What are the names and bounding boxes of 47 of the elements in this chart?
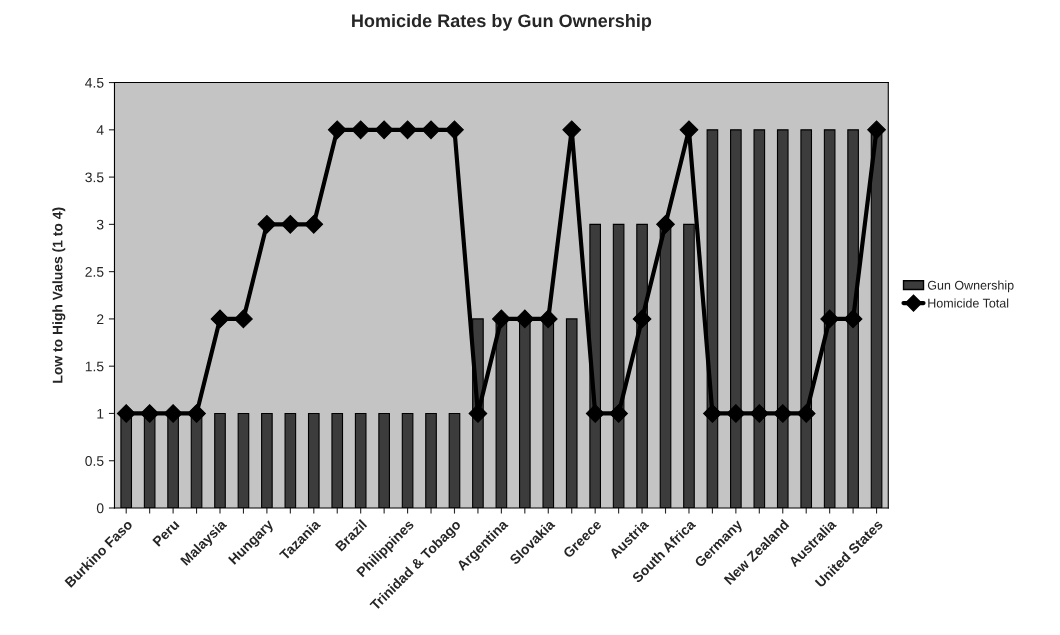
point bbox=[656, 215, 675, 234]
y-tick-label: 1.5 bbox=[85, 361, 104, 372]
point bbox=[421, 120, 441, 140]
point bbox=[515, 309, 535, 329]
y-tick-label: 3 bbox=[96, 219, 104, 230]
point bbox=[280, 215, 300, 234]
point bbox=[374, 120, 394, 140]
point bbox=[257, 215, 277, 234]
point bbox=[492, 309, 511, 329]
y-axis-title: Low to High Values (1 to 4) bbox=[52, 207, 66, 383]
point bbox=[867, 120, 886, 140]
point bbox=[609, 404, 628, 423]
y-tick-label: 1 bbox=[97, 408, 104, 419]
point bbox=[234, 309, 253, 329]
chart-title: Homicide Rates by Gun Ownership bbox=[352, 13, 652, 31]
point bbox=[116, 404, 136, 423]
point bbox=[351, 120, 371, 140]
y-tick-label: 2 bbox=[97, 314, 104, 324]
point bbox=[140, 404, 160, 423]
point bbox=[210, 309, 230, 329]
point bbox=[843, 309, 863, 329]
y-tick-label: 4.5 bbox=[85, 78, 104, 88]
y-tick-label: 0.5 bbox=[85, 456, 104, 466]
y-tick-label: 3.5 bbox=[85, 172, 104, 183]
point bbox=[585, 404, 605, 423]
point bbox=[773, 404, 793, 423]
legend-label: Homicide Total bbox=[928, 298, 1009, 308]
point bbox=[820, 309, 840, 329]
point bbox=[703, 404, 722, 423]
point bbox=[163, 404, 183, 423]
point bbox=[679, 120, 699, 140]
point bbox=[562, 120, 582, 140]
point bbox=[726, 404, 746, 423]
point bbox=[632, 309, 652, 329]
point bbox=[538, 309, 558, 329]
point bbox=[398, 120, 417, 140]
point bbox=[796, 404, 816, 423]
y-tick-label: 4 bbox=[96, 125, 104, 135]
point bbox=[187, 404, 206, 423]
legend-label: Gun Ownership bbox=[927, 280, 1014, 293]
y-tick-label: 2.5 bbox=[85, 266, 104, 277]
point bbox=[445, 120, 464, 140]
point bbox=[327, 120, 347, 140]
point bbox=[304, 215, 324, 234]
y-tick-label: 0 bbox=[96, 503, 104, 514]
point bbox=[468, 404, 488, 423]
point bbox=[749, 404, 769, 423]
